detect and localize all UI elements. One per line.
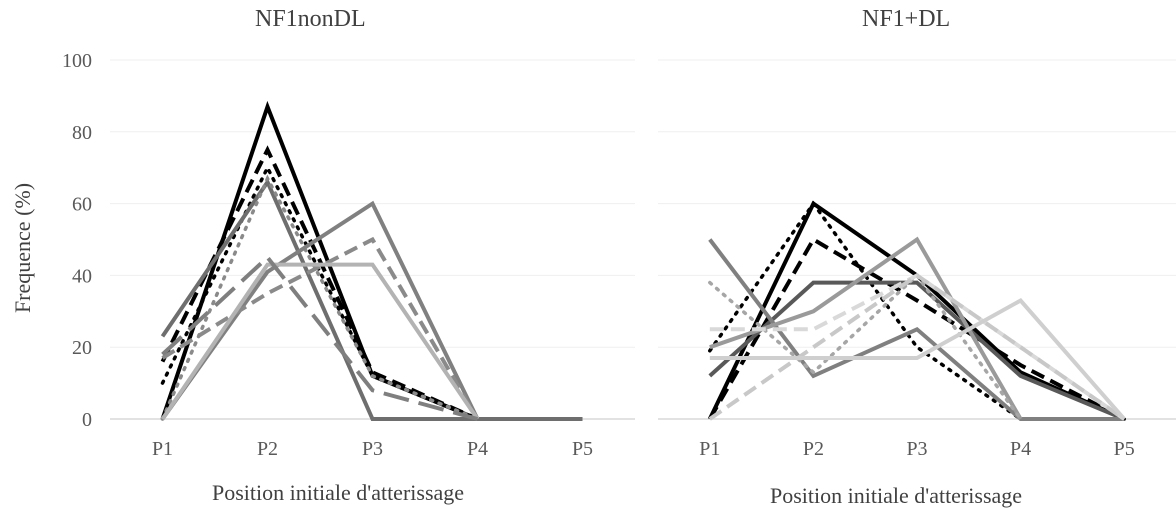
chart-title-right: NF1+DL [862, 6, 951, 32]
series-line-6 [160, 200, 480, 421]
y-axis-label: Frequence (%) [10, 182, 35, 314]
x-tick-label: P1 [699, 438, 720, 460]
series-line-9 [161, 254, 479, 421]
x-tick-label: P3 [906, 438, 927, 460]
series-line-4 [708, 280, 1125, 421]
series-line-9 [708, 272, 1126, 421]
y-tick-label: 0 [82, 409, 92, 431]
x-tick-label: P4 [1010, 438, 1031, 460]
series-line-7 [708, 272, 1023, 421]
x-tick-label: P1 [152, 438, 173, 460]
y-tick-label: 100 [62, 50, 92, 72]
x-tick-label: P2 [257, 438, 278, 460]
x-tick-label: P3 [362, 438, 383, 460]
series-line-2 [708, 236, 1126, 421]
y-tick-label: 80 [72, 122, 92, 144]
series-line-7 [161, 236, 480, 421]
x-tick-label: P5 [1114, 438, 1135, 460]
chart-title-left: NF1nonDL [255, 6, 366, 32]
series-line-4 [160, 178, 583, 421]
series-line-3 [708, 200, 1126, 421]
y-tick-label: 60 [72, 194, 92, 216]
y-tick-label: 20 [72, 337, 92, 359]
chart-panel-1: 0 20 40 60 80 100 P1 P2 P3 P4 P5 [62, 50, 635, 460]
series-line-10 [709, 297, 1126, 421]
x-tick-label: P4 [467, 438, 488, 460]
x-tick-label: P5 [572, 438, 593, 460]
x-axis-label-left: Position initiale d'atterissage [212, 480, 465, 505]
chart-panel-2: P1 P2 P3 P4 P5 [658, 59, 1176, 460]
y-tick-label: 40 [72, 265, 92, 287]
series-line-8 [160, 262, 480, 421]
series-line-5 [160, 174, 480, 421]
x-axis-label-right: Position initiale d'atterissage [770, 483, 1023, 508]
series-line-3 [160, 163, 480, 421]
x-tick-label: P2 [803, 438, 824, 460]
